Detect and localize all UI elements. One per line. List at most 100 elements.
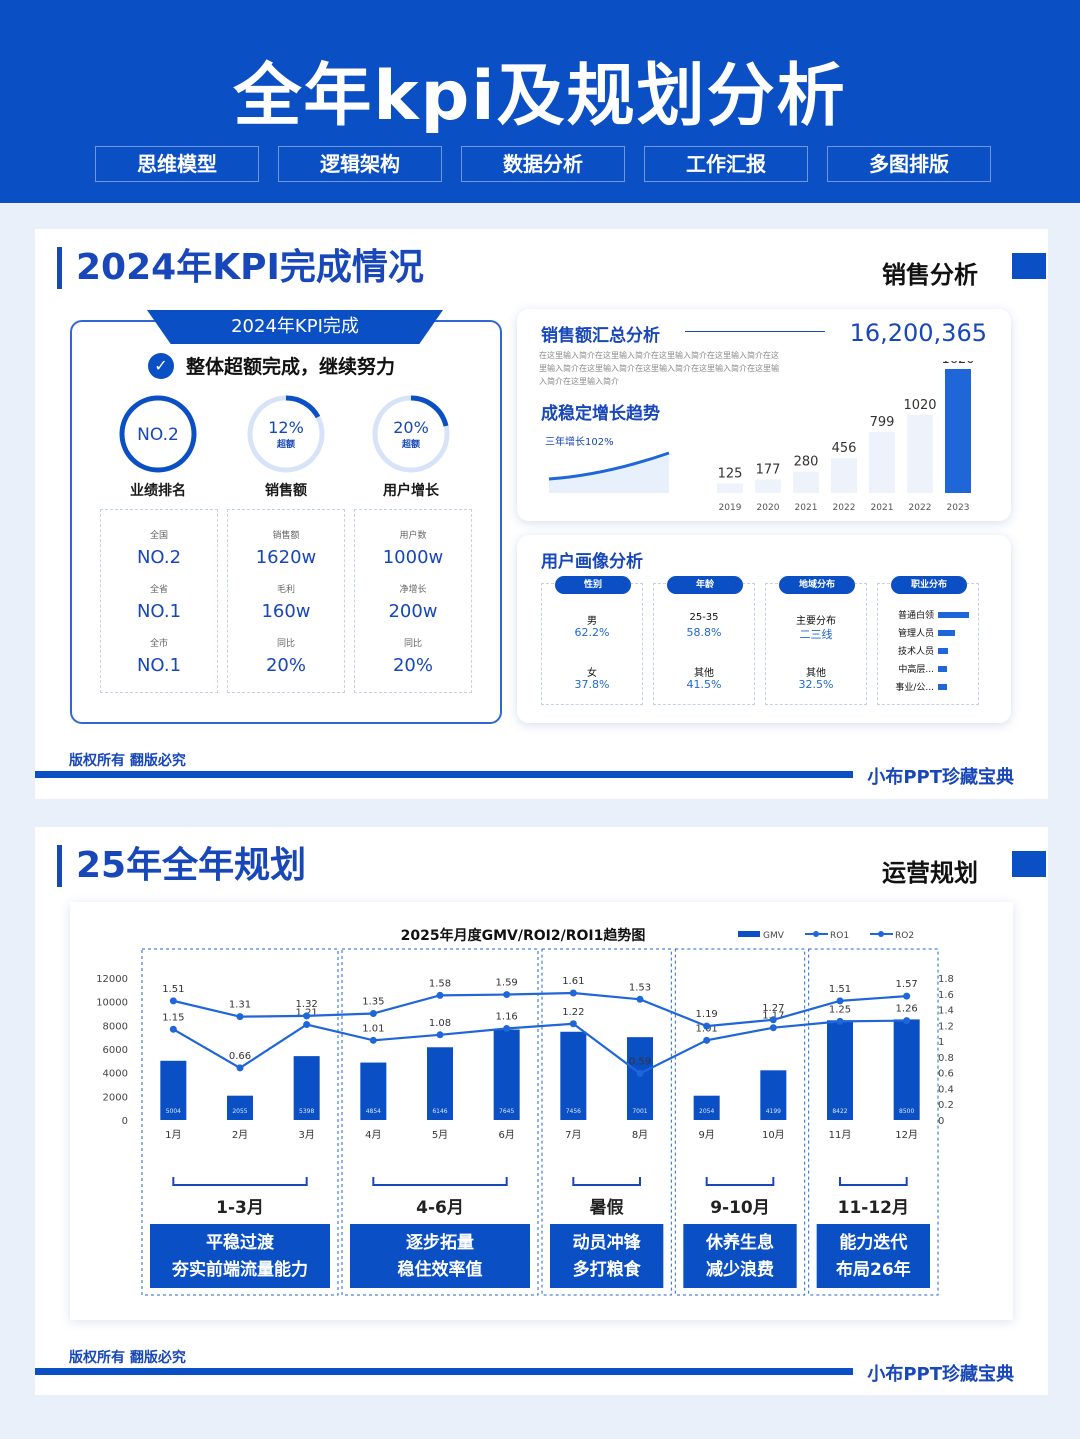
x-tick-label: 12月	[895, 1129, 918, 1141]
kpi-label: 销售额	[272, 531, 300, 541]
gmv-bar-value: 4854	[366, 1108, 381, 1115]
sales-panel: 销售额汇总分析 16,200,365 在这里输入简介在这里输入简介在这里输入简介…	[517, 309, 1011, 521]
group-strategy-line1: 逐步拓量	[406, 1232, 474, 1253]
ro2-label: 1.51	[829, 984, 851, 995]
ro1-point	[503, 1024, 511, 1032]
y-left-tick: 2000	[103, 1092, 128, 1103]
ro2-label: 1.59	[496, 978, 518, 989]
job-row: 事业/公...	[882, 680, 947, 693]
y-left-tick: 0	[122, 1116, 128, 1127]
ro1-label: 1.15	[162, 1012, 184, 1023]
ro1-point	[836, 1017, 844, 1025]
footer-copyright: 版权所有 翻版必究	[69, 1350, 186, 1366]
legend-ro1-label: RO1	[830, 931, 849, 941]
group-strategy-line2: 多打粮食	[573, 1259, 642, 1280]
footer-bar	[35, 771, 853, 778]
group-strategy-box	[150, 1224, 330, 1288]
check-icon: ✓	[148, 352, 174, 379]
chart-title: 2025年月度GMV/ROI2/ROI1趋势图	[401, 927, 646, 944]
sales-bar	[717, 483, 743, 493]
card-value: 32.5%	[798, 678, 834, 691]
section-right-label: 运营规划	[882, 859, 978, 887]
y-right-tick: 1.6	[938, 990, 954, 1001]
y-right-tick: 0.6	[938, 1069, 954, 1080]
tag-item: 逻辑架构	[278, 146, 442, 182]
ro2-point	[436, 991, 444, 999]
gmv-bar	[893, 1019, 920, 1120]
x-tick-label: 6月	[498, 1129, 514, 1141]
job-bar	[938, 683, 947, 690]
y-right-tick: 0.2	[938, 1100, 954, 1111]
ro1-label: 1.22	[562, 1007, 584, 1018]
ring-sub: 超额	[401, 438, 420, 450]
sales-ring: 12% 超额	[247, 395, 325, 473]
sales-bar-value: 1620	[941, 361, 974, 367]
sales-bar-value: 125	[718, 466, 743, 481]
rank-ring: NO.2	[119, 395, 197, 473]
kpi-label: 全国	[149, 531, 168, 541]
group-strategy-line1: 动员冲锋	[573, 1232, 642, 1253]
user-ring: 20% 超额	[372, 395, 450, 473]
tag-item: 思维模型	[95, 146, 259, 182]
group-box	[674, 948, 806, 1296]
gmv-bar-value: 2055	[232, 1108, 247, 1115]
kpi-label: 毛利	[276, 585, 295, 595]
card-value: 62.2%	[574, 626, 610, 639]
kpi-box-title: 2024年KPI完成	[147, 310, 443, 344]
group-strategy-line2: 稳住效率值	[398, 1259, 483, 1280]
kpi-value: 160w	[261, 601, 311, 622]
growth-label: 三年增长102%	[545, 437, 614, 448]
y-right-tick: 0	[938, 1116, 944, 1127]
x-tick-label: 8月	[632, 1129, 648, 1141]
section-title: 25年全年规划	[57, 845, 306, 887]
kpi-column: 全国 NO.2 全省 NO.1 全市 NO.1	[100, 509, 218, 693]
card-label: 25-35	[689, 612, 719, 623]
kpi-subtitle: ✓ 整体超额完成，继续努力	[148, 352, 395, 379]
gmv-chart-box: 2025年月度GMV/ROI2/ROI1趋势图 GMV RO1 RO2 0 2000 400…	[70, 902, 1013, 1320]
tag-row: 思维模型 逻辑架构 数据分析 工作汇报 多图排版	[95, 146, 991, 182]
job-row: 普通白领	[882, 608, 969, 621]
sales-total: 16,200,365	[849, 319, 987, 347]
group-bracket	[705, 1177, 775, 1186]
ro1-line	[172, 1019, 907, 1075]
x-tick-label: 10月	[762, 1129, 785, 1141]
gmv-bar	[627, 1037, 653, 1120]
gmv-bar-value: 2054	[699, 1108, 714, 1115]
y-left-tick: 6000	[103, 1045, 128, 1056]
gmv-bar-value: 7001	[632, 1108, 647, 1115]
x-tick-label: 2月	[232, 1129, 248, 1141]
gmv-bar-value: 7645	[499, 1108, 514, 1115]
job-label: 事业/公...	[895, 683, 934, 693]
ro2-label: 1.58	[429, 978, 451, 989]
gmv-bar	[227, 1095, 253, 1120]
ro1-point	[903, 1017, 911, 1025]
kpi-column: 用户数 1000w 净增长 200w 同比 20%	[354, 509, 472, 693]
kpi-value: 200w	[388, 601, 438, 622]
sales-x-label: 2019	[719, 503, 742, 513]
y-right-tick: 1.2	[938, 1021, 954, 1032]
card-label: 主要分布	[796, 616, 836, 627]
sales-bar-value: 456	[832, 441, 857, 456]
kpi-label: 用户数	[399, 531, 427, 541]
gmv-bar	[360, 1062, 387, 1120]
job-label: 中高层...	[898, 665, 934, 675]
ring-label: 用户增长	[383, 483, 439, 499]
card-value: 41.5%	[686, 678, 722, 691]
group-bracket	[172, 1177, 308, 1186]
kpi-box: 2024年KPI完成 ✓ 整体超额完成，继续努力 NO.2 业绩排名 12% 超…	[70, 310, 502, 724]
trend-title: 成稳定增长趋势	[541, 404, 660, 424]
footer-bar	[35, 1368, 853, 1375]
job-bar	[938, 629, 955, 636]
group-box	[808, 948, 939, 1296]
gmv-bar-value: 6146	[432, 1108, 447, 1115]
tag-item: 数据分析	[461, 146, 625, 182]
gender-card: 性别 男 62.2% 女 37.8%	[541, 576, 643, 705]
card-pill: 地域分布	[779, 576, 855, 594]
x-tick-label: 7月	[565, 1129, 581, 1141]
ro2-label: 1.57	[896, 979, 918, 990]
sales-bar	[869, 431, 895, 493]
section-title: 2024年KPI完成情况	[57, 247, 424, 289]
sales-bar	[793, 471, 819, 493]
kpi-card: 2024年KPI完成情况 销售分析 2024年KPI完成 ✓ 整体超额完成，继续…	[35, 229, 1048, 799]
legend-gmv-label: GMV	[763, 931, 785, 941]
